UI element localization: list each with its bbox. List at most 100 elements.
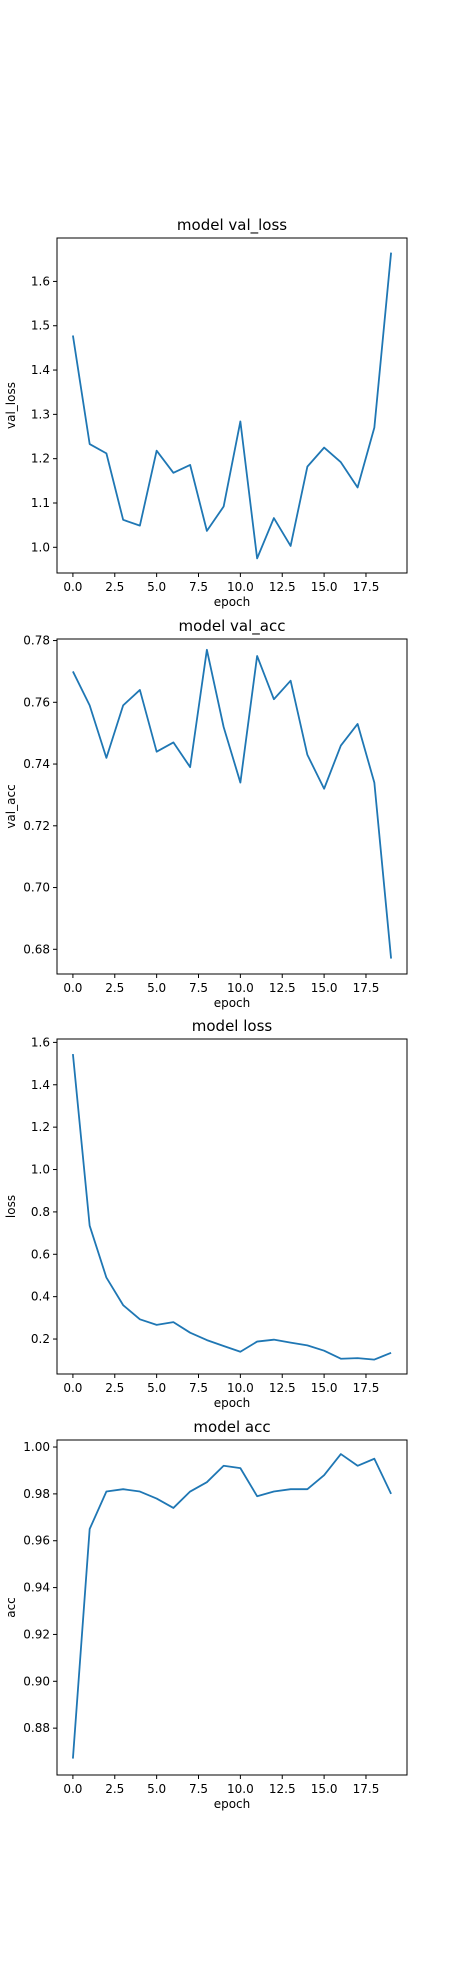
x-tick-label: 12.5 xyxy=(269,981,296,995)
data-point xyxy=(390,957,393,960)
x-tick-label: 7.5 xyxy=(189,981,208,995)
chart-panel-3: model acc 0.0 2.5 5.0 7.5 10.0 12.5 15.0 17.5 0.8… xyxy=(4,1418,408,1811)
data-point xyxy=(339,1453,342,1456)
y-tick-label: 1.0 xyxy=(31,540,50,554)
y-axis-label: acc xyxy=(4,1597,18,1618)
y-axis-label: loss xyxy=(4,1195,18,1218)
y-tick-label: 0.74 xyxy=(23,757,50,771)
data-point xyxy=(323,1349,326,1352)
data-point xyxy=(222,1464,225,1467)
data-point xyxy=(189,1490,192,1493)
data-point xyxy=(88,704,91,707)
data-point xyxy=(323,446,326,449)
data-point xyxy=(239,781,242,784)
data-point xyxy=(172,741,175,744)
data-point xyxy=(239,1350,242,1353)
x-tick-label: 5.0 xyxy=(147,580,166,594)
y-tick-label: 0.76 xyxy=(23,695,50,709)
data-point xyxy=(272,517,275,520)
data-point xyxy=(306,753,309,756)
axes-frame xyxy=(56,1038,408,1375)
data-point xyxy=(323,787,326,790)
data-point xyxy=(71,670,74,673)
data-point xyxy=(222,1345,225,1348)
y-tick-label: 0.6 xyxy=(31,1247,50,1261)
data-point xyxy=(122,1488,125,1491)
x-tick-label: 12.5 xyxy=(269,580,296,594)
x-axis-label: epoch xyxy=(214,996,251,1010)
data-point xyxy=(105,452,108,455)
data-point xyxy=(105,1276,108,1279)
x-tick-label: 5.0 xyxy=(147,1782,166,1796)
data-point xyxy=(256,557,259,560)
data-point xyxy=(155,449,158,452)
data-point xyxy=(222,725,225,728)
y-tick-label: 0.92 xyxy=(23,1627,50,1641)
x-tick-label: 2.5 xyxy=(105,1782,124,1796)
x-tick-label: 15.0 xyxy=(311,1782,338,1796)
axes-frame xyxy=(56,638,408,975)
data-point xyxy=(155,1323,158,1326)
y-tick-label: 0.78 xyxy=(23,634,50,648)
x-axis-label: epoch xyxy=(214,595,251,609)
x-axis-label: epoch xyxy=(214,1396,251,1410)
y-axis-label: val_loss xyxy=(4,382,18,429)
data-point xyxy=(122,704,125,707)
data-point xyxy=(172,1506,175,1509)
x-tick-label: 10.0 xyxy=(227,1381,254,1395)
x-tick-label: 0.0 xyxy=(63,580,82,594)
x-tick-label: 10.0 xyxy=(227,981,254,995)
data-point xyxy=(373,1358,376,1361)
data-point xyxy=(205,1481,208,1484)
data-point xyxy=(189,766,192,769)
data-point xyxy=(88,1528,91,1531)
y-tick-label: 0.4 xyxy=(31,1290,50,1304)
x-tick-label: 10.0 xyxy=(227,1782,254,1796)
y-tick-label: 0.72 xyxy=(23,819,50,833)
data-point xyxy=(105,1490,108,1493)
x-tick-label: 0.0 xyxy=(63,1381,82,1395)
y-tick-label: 1.6 xyxy=(31,1035,50,1049)
data-point xyxy=(71,334,74,337)
x-tick-label: 7.5 xyxy=(189,580,208,594)
data-point xyxy=(172,471,175,474)
x-tick-label: 17.5 xyxy=(353,1782,380,1796)
x-tick-label: 2.5 xyxy=(105,981,124,995)
data-point xyxy=(289,1341,292,1344)
x-tick-label: 17.5 xyxy=(353,981,380,995)
data-point xyxy=(323,1474,326,1477)
data-point xyxy=(390,1351,393,1354)
data-point xyxy=(71,1053,74,1056)
data-point xyxy=(390,1492,393,1495)
data-point xyxy=(289,1488,292,1491)
chart-panel-1: model val_acc 0.0 2.5 5.0 7.5 10.0 12.5 15.0 17.… xyxy=(4,617,408,1010)
y-tick-label: 0.96 xyxy=(23,1534,50,1548)
data-point xyxy=(155,750,158,753)
data-point xyxy=(390,251,393,254)
data-point xyxy=(256,1340,259,1343)
chart-title: model loss xyxy=(192,1017,273,1035)
data-point xyxy=(339,744,342,747)
y-tick-label: 1.2 xyxy=(31,1120,50,1134)
x-tick-label: 17.5 xyxy=(353,580,380,594)
data-point xyxy=(272,698,275,701)
data-point xyxy=(256,1495,259,1498)
x-tick-label: 0.0 xyxy=(63,981,82,995)
x-tick-label: 7.5 xyxy=(189,1782,208,1796)
x-tick-label: 2.5 xyxy=(105,1381,124,1395)
series-line xyxy=(72,252,392,560)
data-point xyxy=(272,1338,275,1341)
data-point xyxy=(356,486,359,489)
data-point xyxy=(373,426,376,429)
chart-title: model val_acc xyxy=(179,617,286,636)
y-tick-label: 0.90 xyxy=(23,1674,50,1688)
data-point xyxy=(373,781,376,784)
data-point xyxy=(356,1464,359,1467)
y-tick-label: 0.70 xyxy=(23,881,50,895)
y-tick-label: 1.2 xyxy=(31,452,50,466)
data-point xyxy=(339,1357,342,1360)
data-point xyxy=(138,688,141,691)
axes-frame xyxy=(56,237,408,574)
data-point xyxy=(138,524,141,527)
data-point xyxy=(239,1467,242,1470)
